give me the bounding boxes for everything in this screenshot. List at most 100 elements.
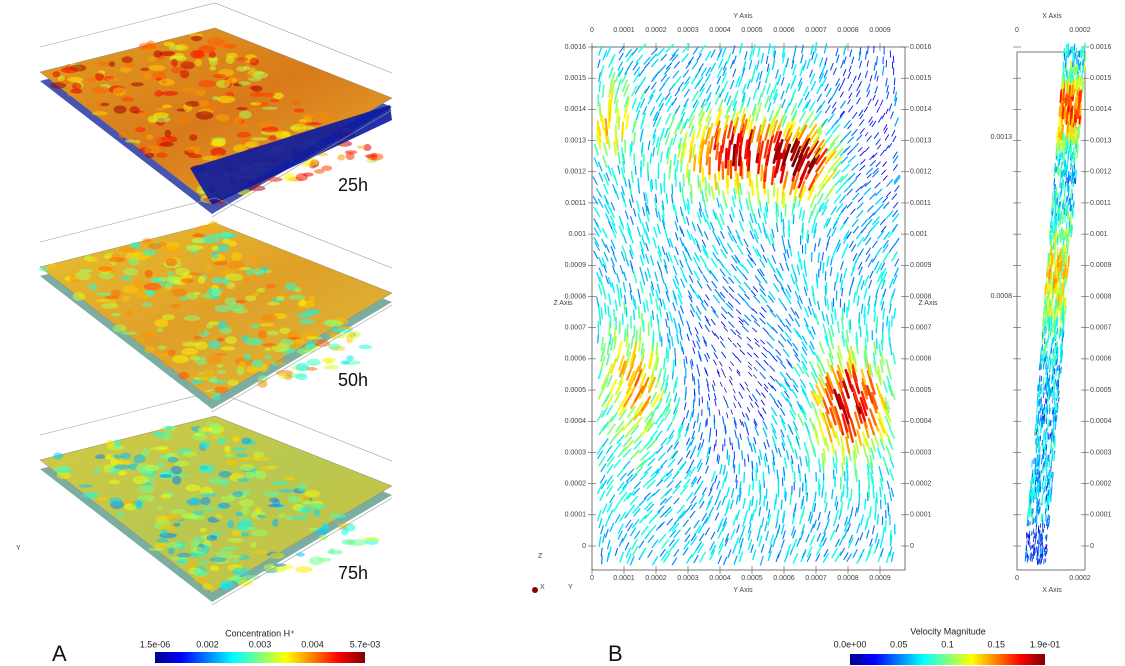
- surface-patch: [111, 253, 119, 260]
- vector-arrow: [626, 343, 631, 357]
- surface-patch: [154, 318, 169, 328]
- vector-arrow: [732, 45, 736, 54]
- vector-arrow: [830, 364, 838, 382]
- vector-arrow: [869, 408, 877, 426]
- vector-arrow: [799, 160, 811, 181]
- vector-arrow: [703, 299, 709, 307]
- vector-arrow: [1060, 148, 1063, 158]
- vector-arrow: [626, 52, 634, 63]
- vector-arrow: [771, 415, 778, 425]
- vector-arrow: [759, 364, 766, 372]
- vector-arrow: [1078, 63, 1081, 71]
- vector-arrow: [825, 518, 830, 529]
- vector-arrow: [1045, 504, 1048, 513]
- surface-patch: [113, 464, 131, 470]
- vector-arrow: [852, 351, 857, 366]
- vector-arrow: [1066, 207, 1069, 217]
- colorbar-tick-label: 0.0e+00: [834, 639, 867, 649]
- vector-arrow: [655, 341, 659, 357]
- vector-arrow: [824, 271, 827, 281]
- vector-arrow: [818, 174, 829, 189]
- vector-arrow: [690, 496, 697, 504]
- vector-arrow: [762, 327, 769, 334]
- vector-arrow: [615, 380, 624, 395]
- vector-arrow: [769, 534, 774, 546]
- vector-arrow: [683, 118, 689, 129]
- vector-arrow: [878, 466, 883, 477]
- vector-arrow: [800, 404, 807, 416]
- vector-arrow: [655, 357, 660, 371]
- vector-arrow: [622, 391, 634, 408]
- vector-arrow: [1082, 59, 1084, 66]
- vector-arrow: [640, 248, 645, 259]
- surface-patch: [95, 292, 112, 296]
- vector-arrow: [596, 127, 602, 144]
- vector-arrow: [808, 101, 816, 112]
- vector-arrow: [893, 86, 896, 94]
- vector-arrow: [594, 241, 600, 252]
- vector-arrow: [770, 165, 776, 186]
- vector-arrow: [607, 98, 611, 115]
- vector-arrow: [832, 169, 841, 180]
- vector-arrow: [693, 519, 700, 529]
- vector-arrow: [678, 323, 682, 333]
- vector-arrow: [796, 400, 803, 410]
- vector-arrow: [870, 447, 875, 460]
- surface-patch: [130, 82, 144, 87]
- vector-arrow: [819, 57, 824, 68]
- vector-arrow: [1037, 489, 1040, 498]
- vector-arrow: [1052, 318, 1055, 330]
- vector-arrow: [665, 318, 668, 328]
- vector-arrow: [764, 521, 768, 532]
- surface-patch: [227, 576, 235, 582]
- vector-arrow: [1071, 153, 1073, 162]
- vector-arrow: [650, 405, 659, 417]
- vector-arrow: [733, 464, 736, 474]
- surface-patch: [167, 542, 182, 548]
- vector-arrow: [665, 43, 674, 53]
- vector-arrow: [884, 145, 890, 152]
- surface-patch: [145, 152, 155, 159]
- vector-arrow: [1066, 141, 1069, 150]
- vector-arrow: [861, 218, 868, 227]
- vector-arrow: [1037, 437, 1040, 445]
- vector-arrow: [596, 120, 602, 137]
- surface-patch: [186, 245, 200, 252]
- vector-arrow: [875, 338, 878, 350]
- vector-arrow: [1068, 146, 1071, 155]
- vector-arrow: [640, 376, 650, 394]
- surface-patch: [220, 346, 236, 351]
- surface-patch: [227, 520, 234, 529]
- vector-arrow: [1044, 496, 1047, 504]
- vector-arrow: [812, 293, 816, 305]
- vector-arrow: [679, 225, 683, 234]
- vector-arrow: [672, 302, 677, 312]
- vector-arrow: [772, 283, 780, 293]
- vector-arrow: [702, 516, 709, 526]
- vector-arrow: [617, 294, 621, 307]
- vector-arrow: [697, 442, 701, 451]
- vector-arrow: [775, 268, 782, 278]
- vector-arrow: [1041, 332, 1044, 340]
- vector-arrow: [1052, 355, 1055, 364]
- vector-arrow: [748, 220, 754, 232]
- vector-arrow: [698, 202, 703, 212]
- vector-arrow: [874, 532, 879, 544]
- vector-arrow: [876, 365, 882, 381]
- vector-arrow: [779, 361, 787, 369]
- vector-arrow: [733, 187, 737, 200]
- vector-arrow: [621, 79, 628, 93]
- vector-arrow: [691, 478, 698, 488]
- vector-arrow: [684, 426, 690, 437]
- vector-arrow: [592, 196, 599, 205]
- vector-arrow: [1050, 318, 1053, 327]
- vector-arrow: [730, 328, 737, 336]
- vector-arrow: [830, 206, 837, 216]
- vector-arrow: [639, 98, 646, 108]
- vector-arrow: [623, 301, 627, 315]
- x-tick-label: 0.0008: [837, 27, 859, 34]
- vector-arrow: [679, 461, 687, 470]
- vector-arrow: [652, 510, 661, 520]
- vector-arrow: [753, 418, 758, 426]
